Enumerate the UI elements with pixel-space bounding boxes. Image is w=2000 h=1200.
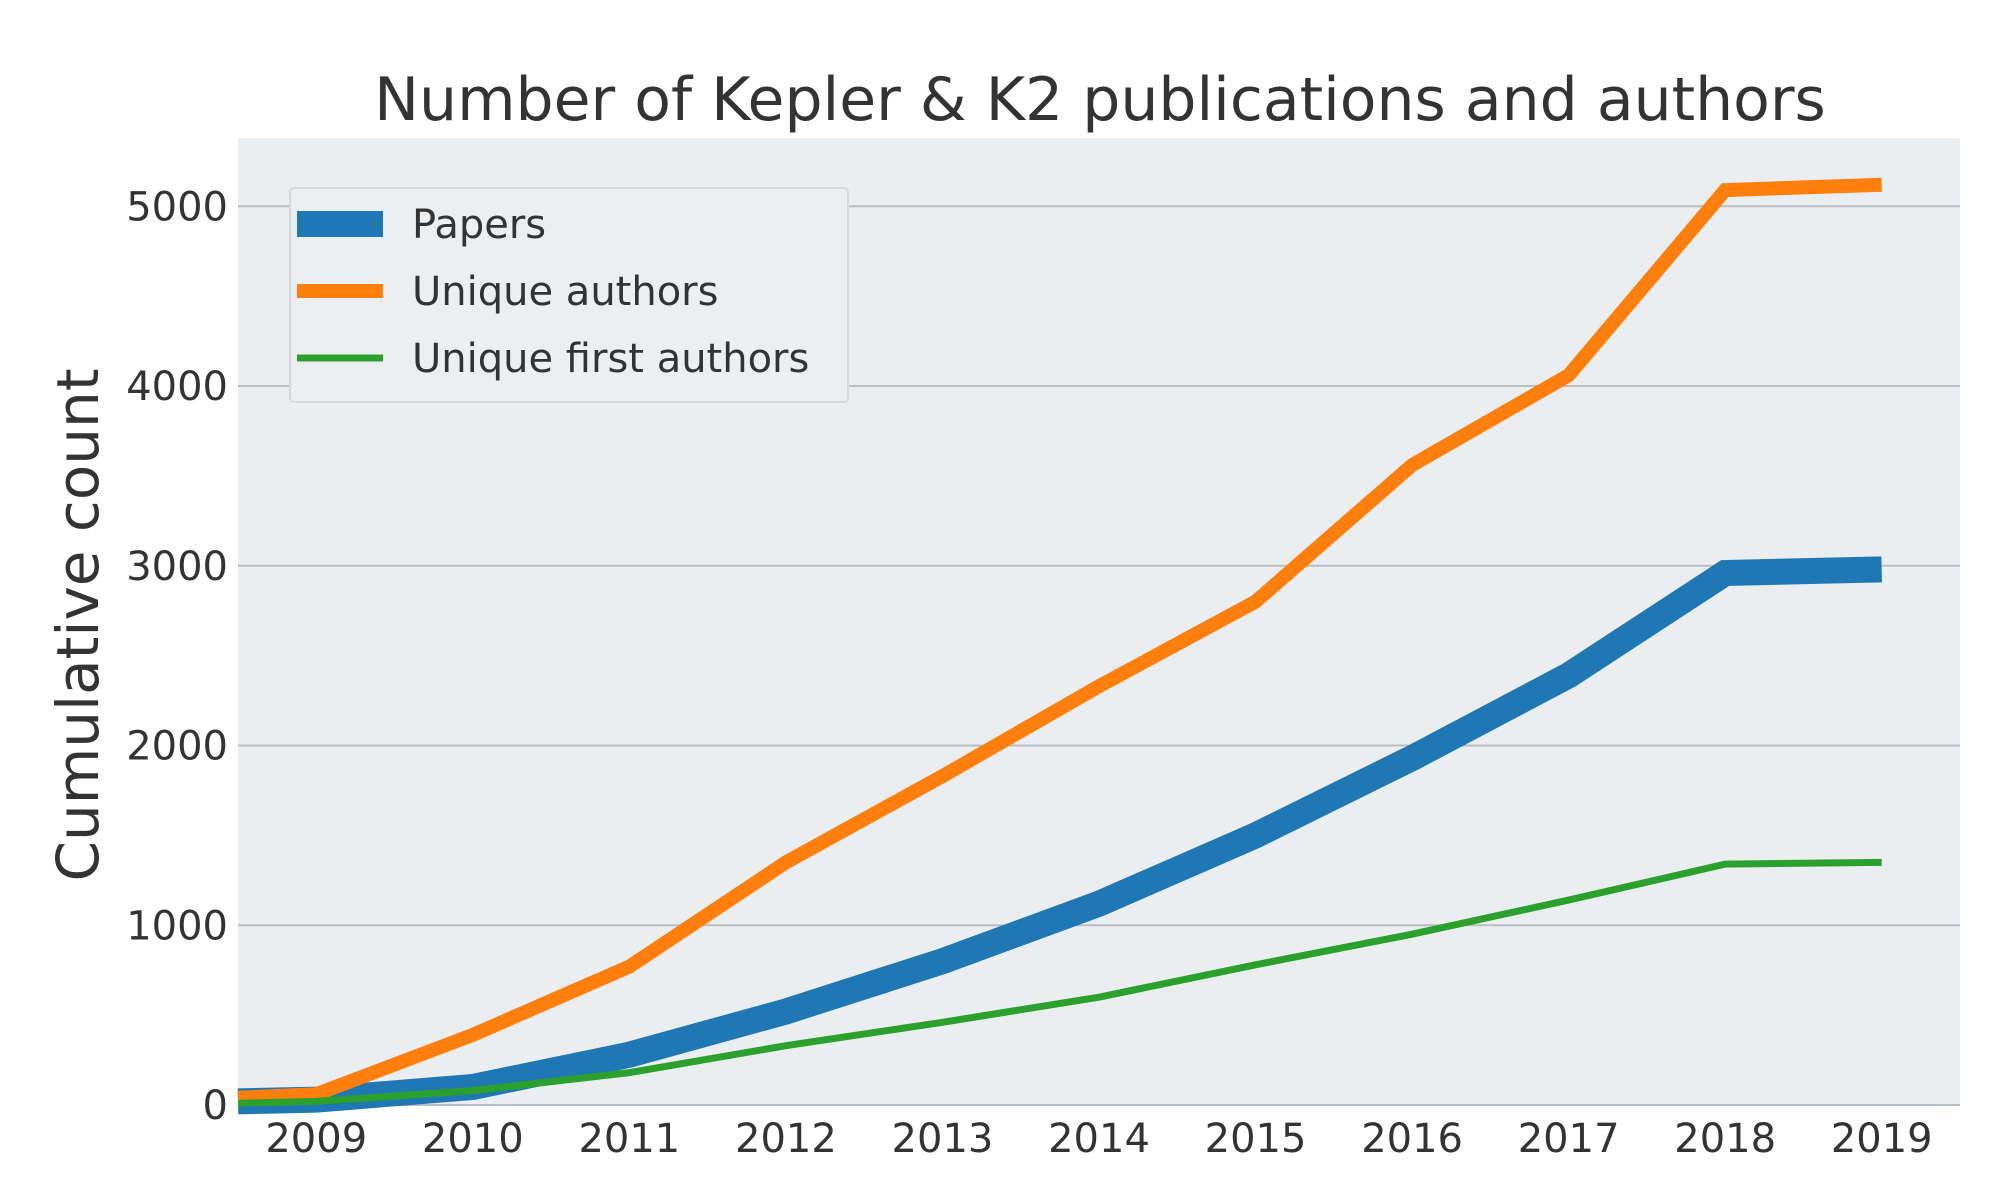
x-tick-label: 2009 [265,1116,367,1162]
y-tick-label: 4000 [126,364,228,410]
chart-title: Number of Kepler & K2 publications and a… [374,65,1826,135]
y-tick-label: 3000 [126,544,228,590]
y-axis-label: Cumulative count [44,368,112,881]
series-line-1 [237,177,1882,1105]
x-tick-label: 2011 [578,1116,680,1162]
x-tick-label: 2017 [1518,1116,1620,1162]
y-tick-label: 5000 [126,184,228,230]
y-tick-label: 0 [203,1083,228,1129]
y-tick-label: 2000 [126,724,228,770]
series-line-2 [237,858,1882,1107]
legend-label-1: Unique authors [412,269,718,315]
y-tick-label: 1000 [126,903,228,949]
x-axis-ticks: 2009 2010 2011 2012 2013 2014 2015 2016 2017 2018… [265,1116,1932,1162]
x-tick-label: 2016 [1361,1116,1463,1162]
legend-label-2: Unique first authors [412,336,809,382]
legend-label-0: Papers [412,202,546,248]
x-tick-label: 2014 [1048,1116,1150,1162]
x-tick-label: 2018 [1674,1116,1776,1162]
legend: Papers Unique authors Unique first authors [289,187,849,403]
series-lines [237,177,1882,1115]
x-tick-label: 2019 [1831,1116,1933,1162]
legend-box [289,187,849,403]
x-tick-label: 2010 [422,1116,524,1162]
x-tick-label: 2015 [1205,1116,1307,1162]
y-axis-ticks: 0 1000 2000 3000 4000 5000 [126,184,228,1129]
grid-lines [238,205,1960,1106]
x-tick-label: 2012 [735,1116,837,1162]
x-tick-label: 2013 [892,1116,994,1162]
